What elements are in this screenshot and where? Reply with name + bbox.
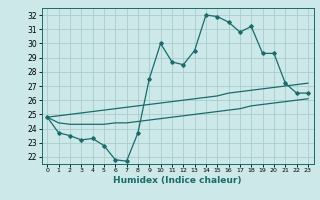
X-axis label: Humidex (Indice chaleur): Humidex (Indice chaleur) — [113, 176, 242, 185]
